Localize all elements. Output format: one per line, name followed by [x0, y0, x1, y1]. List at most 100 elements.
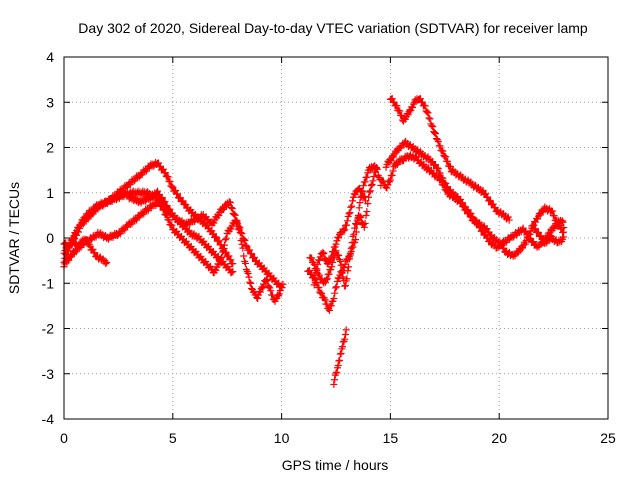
data-point — [345, 210, 353, 218]
data-point — [360, 223, 368, 231]
data-point — [228, 268, 236, 276]
data-point — [433, 136, 441, 144]
data-point — [321, 296, 329, 304]
data-point — [332, 284, 340, 292]
data-point — [165, 216, 173, 224]
data-point — [277, 282, 285, 290]
data-point — [163, 211, 171, 219]
data-point — [238, 240, 246, 248]
data-point — [479, 227, 487, 235]
y-tick-label: 3 — [46, 94, 54, 110]
data-point — [346, 209, 354, 217]
data-point — [429, 123, 437, 131]
x-tick-label: 20 — [491, 430, 507, 446]
data-point — [314, 260, 322, 268]
data-point — [370, 172, 378, 180]
data-point — [409, 103, 417, 111]
data-point — [521, 240, 529, 248]
data-point — [318, 289, 326, 297]
data-point — [357, 213, 365, 221]
y-tick-label: -1 — [42, 275, 55, 291]
data-point — [442, 153, 450, 161]
data-point — [247, 279, 255, 287]
data-point — [339, 273, 347, 281]
data-point — [393, 102, 401, 110]
data-point — [212, 233, 220, 241]
data-point — [504, 213, 512, 221]
data-point — [320, 249, 328, 257]
data-point — [396, 107, 404, 115]
data-point — [368, 180, 376, 188]
data-point — [315, 256, 323, 264]
x-tick-label: 25 — [600, 430, 616, 446]
data-point — [332, 240, 340, 248]
data-point — [347, 203, 355, 211]
data-point — [276, 283, 284, 291]
data-point — [225, 252, 233, 260]
data-point — [341, 331, 349, 339]
data-point — [222, 248, 230, 256]
data-point — [548, 207, 556, 215]
y-tick-label: 4 — [46, 49, 54, 65]
data-point — [311, 275, 319, 283]
data-point — [240, 252, 248, 260]
data-point — [550, 212, 558, 220]
data-point — [439, 147, 447, 155]
data-point — [308, 254, 316, 262]
data-point — [241, 259, 249, 267]
data-point — [325, 270, 333, 278]
data-point — [102, 260, 110, 268]
data-point — [232, 216, 240, 224]
data-point — [228, 205, 236, 213]
data-point — [444, 158, 452, 166]
data-point — [346, 251, 354, 259]
data-point — [334, 362, 342, 370]
x-tick-label: 5 — [169, 430, 177, 446]
data-point — [236, 224, 244, 232]
data-point — [347, 245, 355, 253]
data-point — [254, 294, 262, 302]
data-point — [361, 219, 369, 227]
data-point — [365, 193, 373, 201]
y-tick-label: -4 — [42, 411, 55, 427]
data-point — [424, 109, 432, 117]
data-point — [231, 211, 239, 219]
data-point — [235, 223, 243, 231]
data-point — [340, 227, 348, 235]
data-point — [341, 282, 349, 290]
data-point — [221, 236, 229, 244]
data-series — [310, 184, 370, 289]
data-point — [428, 122, 436, 130]
data-point — [343, 275, 351, 283]
data-point — [337, 261, 345, 269]
data-point — [103, 258, 111, 266]
data-point — [335, 251, 343, 259]
data-point — [76, 222, 84, 230]
data-point — [222, 234, 230, 242]
data-series — [382, 137, 568, 252]
data-point — [330, 380, 338, 388]
data-point — [69, 236, 77, 244]
data-point — [559, 218, 567, 226]
data-point — [329, 247, 337, 255]
data-point — [325, 306, 333, 314]
data-point — [367, 182, 375, 190]
data-series — [386, 95, 513, 224]
data-point — [310, 274, 318, 282]
data-point — [322, 276, 330, 284]
data-point — [328, 252, 336, 260]
data-point — [341, 226, 349, 234]
data-point — [345, 263, 353, 271]
data-series — [306, 164, 380, 290]
data-point — [344, 267, 352, 275]
data-point — [348, 239, 356, 247]
data-point — [558, 217, 566, 225]
data-point — [339, 343, 347, 351]
data-point — [439, 174, 447, 182]
data-point — [84, 236, 92, 244]
data-point — [322, 256, 330, 264]
data-point — [330, 294, 338, 302]
data-point — [436, 142, 444, 150]
data-point — [319, 248, 327, 256]
data-point — [342, 221, 350, 229]
